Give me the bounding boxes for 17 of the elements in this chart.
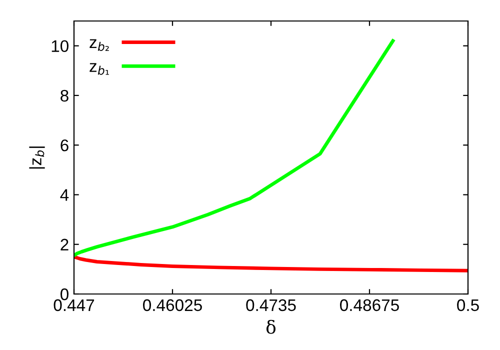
y-tick-label: 2 xyxy=(60,238,68,250)
x-tick-label: 0.447 xyxy=(54,299,94,312)
legend-label: z$_{b₂}$ xyxy=(90,39,109,51)
y-tick-label: 4 xyxy=(60,189,69,201)
line-series xyxy=(74,255,468,272)
line-series xyxy=(74,39,395,258)
y-tick-label: 6 xyxy=(60,139,68,152)
y-tick-label: 10 xyxy=(52,40,68,52)
x-tick-label: 0.48675 xyxy=(340,299,399,312)
x-tick-label: 0.5 xyxy=(457,299,479,312)
x-axis-title: δ xyxy=(266,320,276,334)
x-tick-label: 0.4735 xyxy=(246,299,296,312)
legend-label: z$_{b₁}$ xyxy=(90,63,109,75)
y-tick-label: 0 xyxy=(60,288,68,300)
x-tick-label: 0.46025 xyxy=(143,299,202,312)
y-tick-label: 8 xyxy=(60,90,68,102)
y-axis-title: |z$_{b}$| xyxy=(29,146,45,169)
